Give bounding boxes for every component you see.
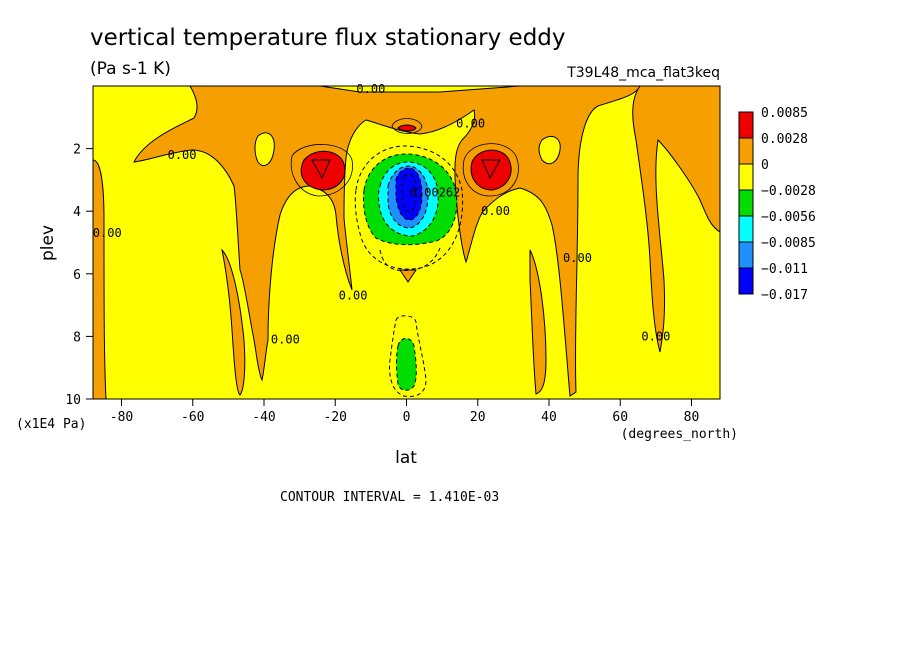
- y-axis-units: (x1E4 Pa): [16, 417, 86, 432]
- x-axis-ticks: -80 -60 -40 -20 0 20 40 60 80: [110, 399, 700, 425]
- contour-label: 0.00: [641, 329, 670, 343]
- contour-plot: [93, 86, 720, 399]
- x-tick-label: 0: [403, 410, 411, 425]
- x-tick-label: -60: [181, 410, 204, 425]
- legend-level-label: −0.017: [761, 288, 808, 303]
- contour-label: 0.00: [93, 226, 122, 240]
- y-tick-label: 8: [73, 330, 81, 345]
- run-label: T39L48_mca_flat3keq: [566, 65, 720, 81]
- negative-lower-envelope: [389, 315, 427, 397]
- positive-region-south-left: [221, 248, 246, 396]
- legend-level-label: −0.0056: [761, 210, 816, 225]
- x-tick-label: 60: [612, 410, 628, 425]
- contour-label: 0.00: [339, 289, 368, 303]
- legend-level-label: 0.0028: [761, 132, 808, 147]
- contour-label: 0.00: [563, 251, 592, 265]
- x-tick-label: 40: [541, 410, 557, 425]
- legend-swatch: [738, 189, 754, 217]
- y-axis-ticks: 2 4 6 8 10: [65, 143, 93, 408]
- contour-outer-right: [462, 143, 519, 197]
- positive-region-east: [632, 86, 720, 353]
- contour-label: 0.00: [356, 82, 385, 96]
- contour-outer-top: [391, 118, 423, 134]
- contour-label: 0.00: [481, 204, 510, 218]
- x-tick-label: -20: [324, 410, 347, 425]
- contour-inner-left: [311, 159, 331, 180]
- contour-label: 0.00: [456, 117, 485, 131]
- contour-outer-left: [290, 144, 354, 197]
- y-tick-label: 4: [73, 205, 81, 220]
- legend-swatch: [738, 137, 754, 165]
- legend-swatch: [738, 215, 754, 243]
- contour-neg-inner: [401, 173, 417, 213]
- contour-interval: CONTOUR INTERVAL = 1.410E-03: [280, 490, 499, 505]
- positive-blob-small: [399, 269, 417, 283]
- x-axis-label: lat: [395, 448, 417, 468]
- red-max-top: [397, 124, 417, 132]
- x-tick-label: 80: [684, 410, 700, 425]
- legend-level-label: 0.0085: [761, 106, 808, 121]
- zero-hole-right: [538, 135, 561, 165]
- y-tick-label: 10: [65, 393, 81, 408]
- legend-level-label: −0.011: [761, 262, 808, 277]
- legend-swatch: [738, 163, 754, 191]
- contour-label: 0.00262: [410, 185, 461, 199]
- legend-level-label: −0.0085: [761, 236, 816, 251]
- red-max-right: [470, 149, 512, 191]
- y-axis-label: plev: [38, 225, 58, 261]
- positive-region-west: [93, 159, 107, 399]
- red-max-left: [300, 150, 346, 191]
- negative-mid-dash: [379, 247, 441, 272]
- zero-hole-left: [254, 132, 275, 166]
- y-tick-label: 6: [73, 268, 81, 283]
- x-tick-label: -40: [252, 410, 275, 425]
- legend-swatch: [738, 267, 754, 295]
- negative-envelope: [354, 145, 464, 270]
- legend-level-label: 0: [761, 158, 769, 173]
- legend-swatch: [738, 241, 754, 269]
- chart-units: (Pa s-1 K): [90, 59, 171, 79]
- x-tick-label: -80: [110, 410, 133, 425]
- contour-labels: 0.00 0.00 0.00 0.00 0.00 0.00 0.00 0.00 0.00 0.00…: [93, 82, 671, 347]
- contour-label: 0.00: [271, 333, 300, 347]
- legend-swatch: [738, 111, 754, 139]
- contour-label: 0.00: [168, 148, 197, 162]
- x-axis-units: (degrees_north): [621, 427, 738, 442]
- color-legend: 0.0085 0.0028 0 −0.0028 −0.0056 −0.0085 −0.011…: [738, 106, 816, 303]
- x-tick-label: 20: [470, 410, 486, 425]
- chart-title: vertical temperature flux stationary edd…: [90, 25, 566, 51]
- positive-region-south-mid: [529, 249, 547, 395]
- legend-level-label: −0.0028: [761, 184, 816, 199]
- y-tick-label: 2: [73, 143, 81, 158]
- negative-lower-green: [396, 338, 417, 391]
- contour-inner-right: [481, 159, 501, 180]
